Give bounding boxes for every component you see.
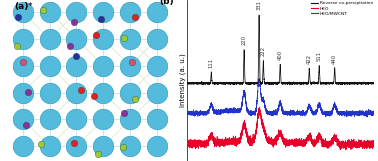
Point [67,44,73,47]
Text: (b): (b) [159,0,174,6]
Point [71,20,77,23]
Point [20,65,26,67]
Point [46,145,53,148]
Point [154,118,160,121]
Point [10,158,16,160]
Text: 511: 511 [317,51,322,61]
Text: *: * [28,2,33,11]
Point [40,8,46,11]
Point [46,91,53,94]
Point [121,36,127,39]
Point [71,142,77,144]
Text: 331: 331 [257,0,262,9]
Point [15,16,21,19]
Point [20,118,26,121]
Point [132,15,138,18]
Point [73,55,79,58]
Point [127,91,133,94]
Point [121,146,127,148]
Point [100,118,106,121]
Point [38,142,44,145]
Point [121,112,127,114]
Point [46,38,53,40]
Point [93,33,99,36]
Point [127,145,133,148]
Point [73,145,79,148]
Point [26,158,32,160]
Point [16,158,22,160]
Point [98,18,104,20]
Point [132,98,138,100]
Text: 422: 422 [307,54,312,64]
Point [100,65,106,67]
Point [73,65,79,67]
Point [154,11,160,13]
Point [91,95,97,97]
Point [46,11,53,13]
Text: 222: 222 [261,46,266,56]
Text: 220: 220 [242,35,246,45]
Point [154,145,160,148]
Point [73,38,79,40]
Point [22,158,28,160]
Point [46,65,53,67]
Point [20,91,26,94]
Point [46,118,53,121]
Point [100,91,106,94]
Point [127,118,133,121]
Point [20,38,26,40]
Point [95,153,101,156]
Point [14,45,20,48]
Point [19,158,25,160]
Point [100,11,106,13]
Point [129,61,135,63]
Point [127,38,133,40]
Point [154,38,160,40]
Point [127,11,133,13]
Text: 400: 400 [278,50,283,60]
Point [13,158,19,160]
Point [100,38,106,40]
Point [20,60,26,63]
Text: (a): (a) [14,2,28,11]
Point [154,65,160,67]
Point [73,11,79,13]
Y-axis label: Intensity (a. u.): Intensity (a. u.) [179,54,186,107]
Point [20,145,26,148]
Point [73,118,79,121]
Point [23,123,29,126]
Point [127,65,133,67]
Point [154,91,160,94]
Text: 111: 111 [209,58,214,68]
Point [20,11,26,13]
Point [100,145,106,148]
Legend: Reverse co-precipitation, HEO, HEO/MWCNT: Reverse co-precipitation, HEO, HEO/MWCNT [311,1,373,16]
Point [25,91,31,93]
Point [73,91,79,94]
Text: 440: 440 [332,53,337,64]
Point [78,88,84,91]
